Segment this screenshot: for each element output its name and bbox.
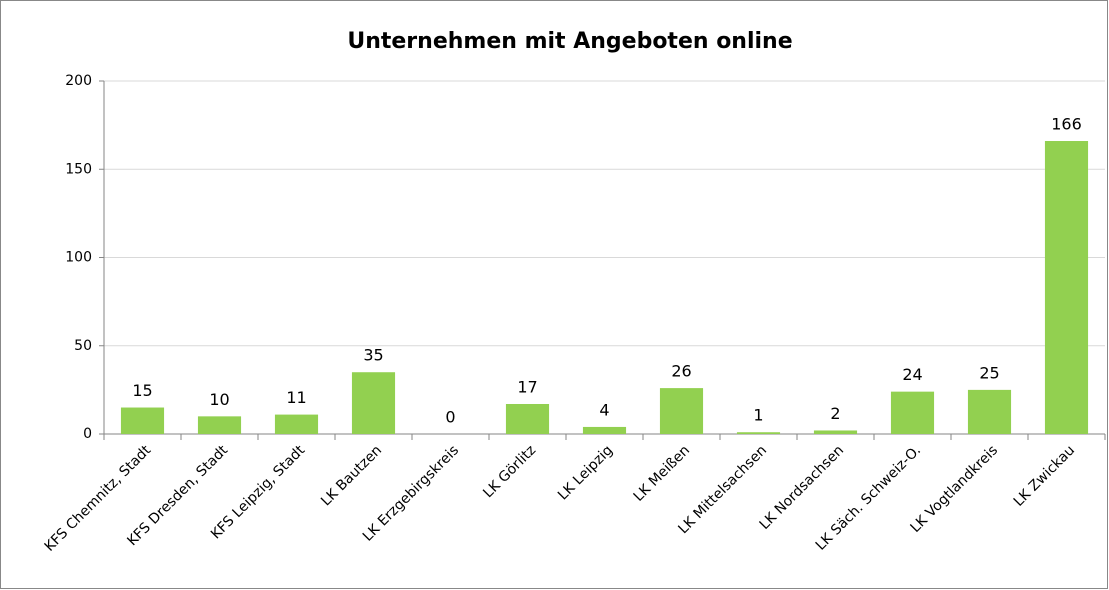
- bar: [967, 389, 1012, 434]
- chart-title: Unternehmen mit Angeboten online: [347, 29, 792, 54]
- bar: [1044, 141, 1089, 434]
- value-label: 10: [209, 390, 229, 409]
- value-label: 17: [517, 377, 537, 396]
- y-tick-label: 150: [65, 161, 92, 177]
- y-tick-label: 0: [83, 426, 92, 442]
- value-label: 15: [132, 381, 152, 400]
- bar: [736, 432, 781, 434]
- bar: [505, 403, 550, 434]
- value-label: 35: [363, 346, 383, 365]
- bar: [582, 426, 627, 434]
- value-label: 11: [286, 388, 306, 407]
- y-tick-label: 50: [74, 338, 92, 354]
- value-label: 26: [671, 362, 691, 381]
- value-label: 25: [979, 363, 999, 382]
- value-label: 2: [830, 404, 840, 423]
- bar: [659, 388, 704, 434]
- bar: [890, 391, 935, 434]
- y-tick-label: 100: [65, 250, 92, 266]
- bar: [274, 414, 319, 434]
- value-label: 4: [599, 400, 609, 419]
- value-label: 166: [1051, 115, 1082, 134]
- bar: [351, 372, 396, 434]
- y-tick-label: 200: [65, 73, 92, 89]
- value-label: 1: [753, 406, 763, 425]
- bar: [120, 407, 165, 434]
- value-label: 0: [445, 408, 455, 427]
- bar: [813, 430, 858, 434]
- value-label: 24: [902, 365, 922, 384]
- bar: [197, 416, 242, 434]
